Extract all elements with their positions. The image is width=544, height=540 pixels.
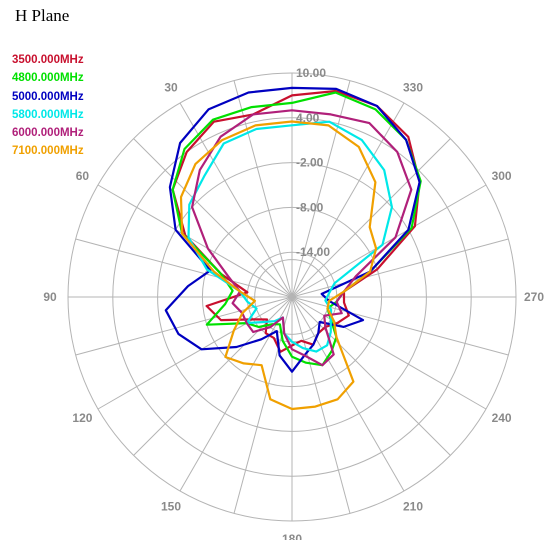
series-line xyxy=(187,120,393,353)
angle-tick-label: 210 xyxy=(403,500,423,514)
tick-labels: 10.00 4.00 -2.00 -8.00 -14.00 330 300 270 240 210… xyxy=(43,66,544,540)
grid-ring xyxy=(201,206,383,388)
angle-tick-label: 60 xyxy=(76,169,90,183)
series-line xyxy=(171,91,422,367)
angle-tick-label: 240 xyxy=(492,411,512,425)
angle-tick-label: 330 xyxy=(403,80,423,94)
angle-tick-label: 90 xyxy=(43,290,57,304)
legend-item: 7100.000MHz xyxy=(12,145,84,158)
series-line xyxy=(164,86,421,373)
legend-item: 5000.000MHz xyxy=(12,90,84,103)
angle-tick-label: 300 xyxy=(492,169,512,183)
angle-tick-label: 120 xyxy=(72,411,92,425)
grid-ring xyxy=(157,162,427,432)
chart-title: H Plane xyxy=(15,6,70,25)
grid-ring xyxy=(112,117,472,477)
grid-ring xyxy=(254,259,330,335)
legend: 3500.000MHz 4800.000MHz 5000.000MHz 5800.00… xyxy=(12,51,84,161)
legend-item: 4800.000MHz xyxy=(12,72,84,85)
angle-tick-label: 180 xyxy=(282,532,302,540)
legend-item: 3500.000MHz xyxy=(12,54,84,66)
grid-ring xyxy=(67,72,517,522)
radial-tick-label: -14.00 xyxy=(296,245,330,259)
angle-tick-label: 30 xyxy=(164,80,178,94)
grid-spoke xyxy=(179,102,293,298)
radial-tick-label: -8.00 xyxy=(296,200,324,214)
legend-item: 5800.000MHz xyxy=(12,108,84,121)
polar-grid xyxy=(67,72,517,522)
angle-tick-label: 270 xyxy=(524,290,544,304)
legend-item: 6000.000MHz xyxy=(12,127,84,140)
radial-tick-label: 4.00 xyxy=(296,111,320,125)
radial-tick-label: 10.00 xyxy=(296,66,326,80)
grid-spoke xyxy=(75,238,293,298)
radial-tick-label: -2.00 xyxy=(296,156,324,170)
series-line xyxy=(179,120,378,411)
series-line xyxy=(191,109,413,367)
angle-tick-label: 150 xyxy=(161,500,181,514)
grid-spoke xyxy=(291,296,451,456)
grid-spoke xyxy=(97,296,293,410)
series-group xyxy=(164,86,422,411)
grid-spoke xyxy=(291,296,487,410)
